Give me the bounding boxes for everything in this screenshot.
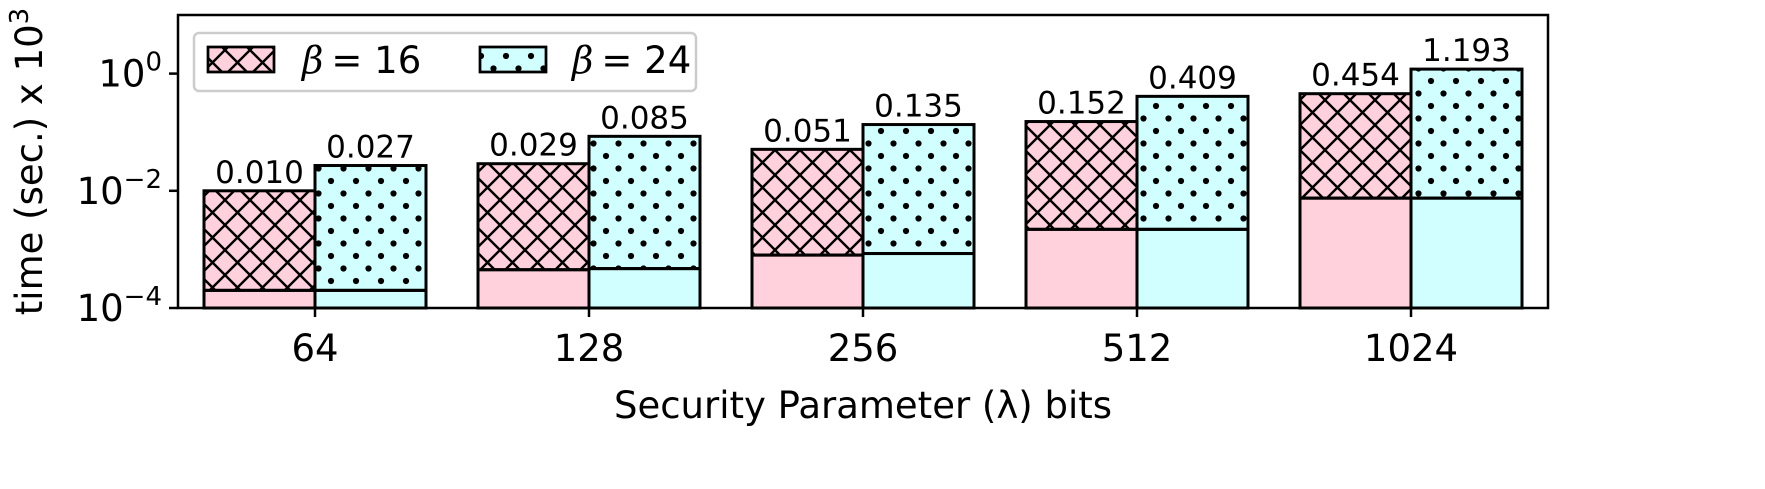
bar-hatched-segment-16-256 [750, 147, 865, 257]
value-labels-layer: 0.010 0.027 0.029 0.085 0.051 0.135 0.152 0.409… [215, 33, 1511, 191]
x-tick-label-128: 128 [554, 327, 625, 370]
bar-hatched-segment-24-1024 [1409, 67, 1524, 200]
legend-label-beta-16: β = 16 [300, 39, 421, 82]
bar-hatched-segment-16-64 [202, 189, 317, 292]
legend-label-beta-24: β = 24 [570, 39, 691, 82]
bar-hatched-segment-24-64 [313, 164, 428, 292]
data-label-24-64: 0.027 [326, 130, 415, 166]
bar-hatched-segment-16-1024 [1298, 92, 1413, 200]
data-label-24-128: 0.085 [600, 100, 689, 136]
y-axis-ticks: 10−4 10−2 100 [77, 48, 178, 330]
x-tick-label-512: 512 [1102, 327, 1173, 370]
y-tick-label: 10−4 [77, 282, 162, 330]
data-label-16-256: 0.051 [763, 113, 852, 149]
legend-item-beta-16: β = 16 [206, 39, 421, 82]
legend-value-beta-24: = 24 [601, 39, 691, 82]
y-tick-label: 10−2 [77, 165, 162, 213]
y-axis-label-exponent: 3 [5, 8, 35, 25]
data-label-24-1024: 1.193 [1422, 33, 1511, 69]
x-axis-label: Security Parameter (λ) bits [614, 384, 1112, 427]
bar-hatched-segment-24-512 [1135, 94, 1250, 231]
legend-value-beta-16: = 16 [331, 39, 421, 82]
y-axis-label: time (sec.) x 103 [5, 8, 51, 315]
bar-hatched-segment-16-128 [476, 162, 591, 272]
data-label-16-1024: 0.454 [1311, 58, 1400, 94]
data-label-16-128: 0.029 [489, 128, 578, 164]
legend-symbol-beta-16: β [300, 39, 323, 82]
legend-symbol-beta-24: β [570, 39, 593, 82]
x-tick-label-64: 64 [291, 327, 338, 370]
data-label-16-512: 0.152 [1037, 86, 1126, 122]
legend-frame [192, 31, 698, 93]
data-label-16-64: 0.010 [215, 155, 304, 191]
x-tick-label-1024: 1024 [1364, 327, 1458, 370]
bar-hatched-segment-24-128 [587, 134, 702, 271]
y-tick-label: 100 [98, 48, 162, 96]
legend-swatch-hatch-beta-16 [206, 45, 276, 74]
x-axis-ticks: 64 128 256 512 1024 [291, 308, 1458, 370]
legend: β = 16 β = 24 [192, 31, 698, 93]
legend-item-beta-24: β = 24 [478, 39, 691, 82]
legend-swatch-hatch-beta-24 [478, 45, 548, 74]
bars-layer [202, 67, 1524, 310]
y-axis-label-text: time (sec.) x 10 [8, 24, 51, 315]
bar-hatched-segment-16-512 [1024, 120, 1139, 231]
x-tick-label-256: 256 [828, 327, 899, 370]
bar-hatched-segment-24-256 [861, 123, 976, 256]
data-label-24-512: 0.409 [1148, 60, 1237, 96]
data-label-24-256: 0.135 [874, 89, 963, 125]
